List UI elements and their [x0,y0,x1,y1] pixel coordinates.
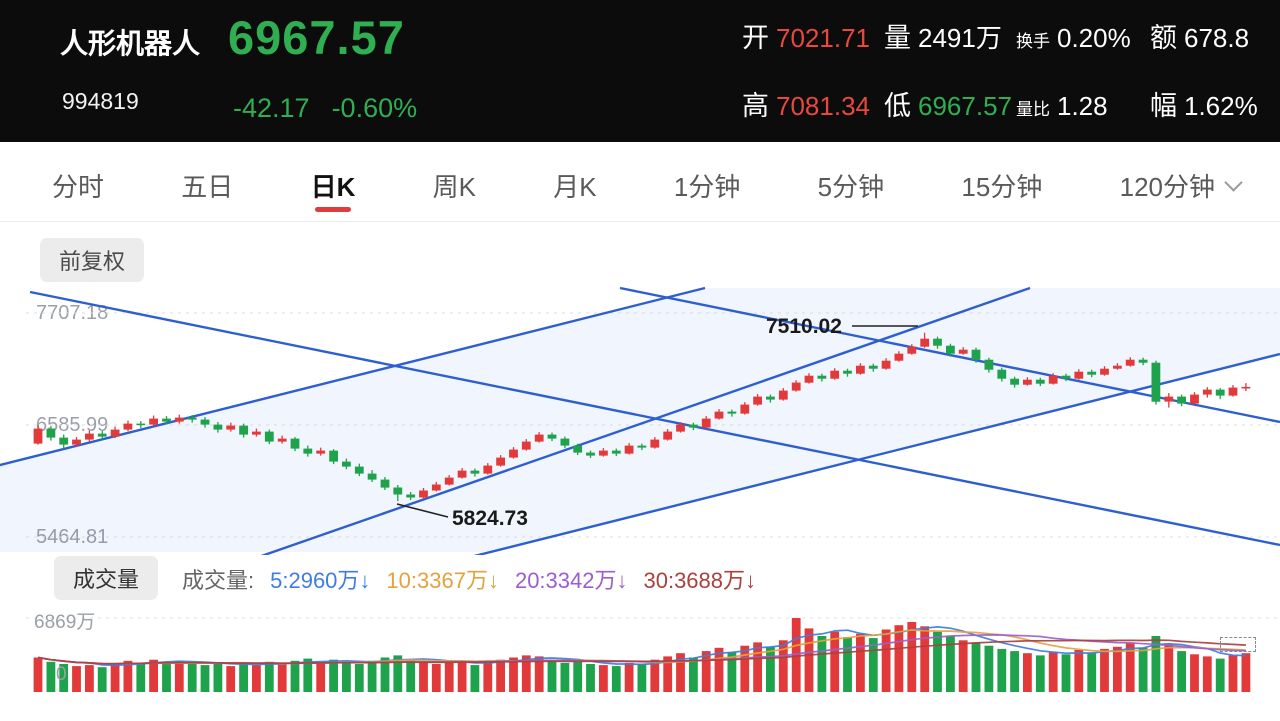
tab-label: 周K [432,172,476,202]
volume-chart[interactable] [0,595,1280,705]
stat-vol-ratio-label: 量比 [1016,100,1050,119]
tab-8[interactable]: 120分钟 [1119,150,1243,221]
tab-5[interactable]: 1分钟 [674,150,740,221]
trendline [260,286,1031,555]
low-annotation-line [396,503,449,518]
adjust-mode-button[interactable]: 前复权 [40,238,145,282]
volume-ma-legend-item-1: 10:3367万↓ [386,568,499,593]
volume-ma-legend-item-0: 5:2960万↓ [270,568,371,593]
stock-name: 人形机器人 [60,28,201,59]
volume-ma-legend-item-2: 20:3342万↓ [514,568,628,593]
stat-amplitude: 幅 1.62% [1150,84,1280,123]
tab-label: 月K [553,172,597,202]
volume-legend-title: 成交量: [182,568,255,593]
tab-1[interactable]: 五日 [181,150,233,221]
tab-label: 5分钟 [817,172,885,202]
stat-amount: 额 678.8 [1150,16,1280,55]
tab-label: 五日 [181,172,234,202]
tab-2[interactable]: 日K [310,150,356,221]
low-annotation-label: 5824.73 [452,507,528,530]
price-change-row: -42.17 -0.60% [233,93,417,124]
volume-ma-line-5 [37,626,1246,667]
stat-open: 开 7021.71 [742,16,884,55]
quote-header: 人形机器人 994819 6967.57 -42.17 -0.60% 开 702… [0,0,1280,142]
y-axis-label-top: 7707.18 [36,302,109,324]
active-tab-underline [314,207,351,212]
price-change-pct: -0.60% [331,93,418,123]
volume-ma-legend: 成交量: 5:2960万↓ 10:3367万↓ 20:3342万↓ 30:3688万↓ [182,563,756,595]
high-annotation-label: 7510.02 [766,315,842,338]
tab-label: 15分钟 [961,172,1043,202]
tab-3[interactable]: 周K [433,150,476,221]
tab-label: 分时 [52,172,105,202]
stat-low-label: 低 [884,91,911,121]
volume-scale-min: 0 [56,664,67,685]
stat-amount-label: 额 [1150,23,1177,53]
price-change: -42.17 [233,93,310,123]
stat-turnover-value: 0.20% [1057,23,1131,53]
stat-volume: 量 2491万 [884,16,1016,55]
tab-4[interactable]: 月K [553,150,596,221]
stat-low-value: 6967.57 [918,91,1012,121]
current-price: 6967.57 [228,11,405,64]
stat-vol-ratio: 量比 1.28 [1016,91,1150,122]
trendline [29,290,1280,547]
stat-volume-label: 量 [884,23,911,53]
trend-channel-shade [0,288,1280,552]
stat-low: 低 6967.57 [884,84,1016,123]
stats-row-2: 高 7081.34 低 6967.57 量比 1.28 幅 1.62% [742,84,1280,123]
stat-turnover: 换手 0.20% [1016,23,1150,54]
current-volume-marker [1220,637,1256,652]
candles [33,332,1251,502]
stat-volume-value: 2491万 [918,23,1002,53]
tab-label: 日K [310,172,356,202]
y-axis-label-bottom: 5464.81 [36,526,108,549]
chevron-down-icon[interactable] [1224,173,1243,192]
stats-row-1: 开 7021.71 量 2491万 换手 0.20% 额 678.8 [742,16,1280,55]
tab-0[interactable]: 分时 [52,150,104,221]
stat-high-value: 7081.34 [776,91,870,121]
price-chart[interactable]: 7510.02 5824.73 [0,285,1280,555]
stat-vol-ratio-value: 1.28 [1057,91,1108,121]
stat-high-label: 高 [742,91,769,121]
stat-amplitude-label: 幅 [1150,91,1177,121]
quote-stats: 开 7021.71 量 2491万 换手 0.20% 额 678.8 [742,0,1280,142]
tab-label: 120分钟 [1119,172,1215,202]
stat-amount-value: 678.8 [1184,23,1250,53]
trendline [0,286,706,467]
volume-tab-button[interactable]: 成交量 [54,556,159,600]
trendline [473,352,1280,555]
volume-ma-legend-item-3: 30:3688万↓ [643,568,757,593]
tab-label: 1分钟 [673,172,741,202]
stat-open-label: 开 [742,23,769,53]
volume-scale-max: 6869万 [34,612,96,633]
stat-amplitude-value: 1.62% [1184,91,1258,121]
volume-bars [33,618,1251,692]
stat-high: 高 7081.34 [742,84,884,123]
tab-7[interactable]: 15分钟 [961,150,1042,221]
period-tabbar: 分时 五日 日K 周K 月K 1分钟 5分钟 15分钟 120分钟 [0,150,1280,222]
tab-6[interactable]: 5分钟 [818,150,884,221]
stock-code: 994819 [62,88,139,114]
volume-ma-line-30 [37,639,1246,665]
stat-turnover-label: 换手 [1016,32,1050,51]
stat-open-value: 7021.71 [776,23,870,53]
